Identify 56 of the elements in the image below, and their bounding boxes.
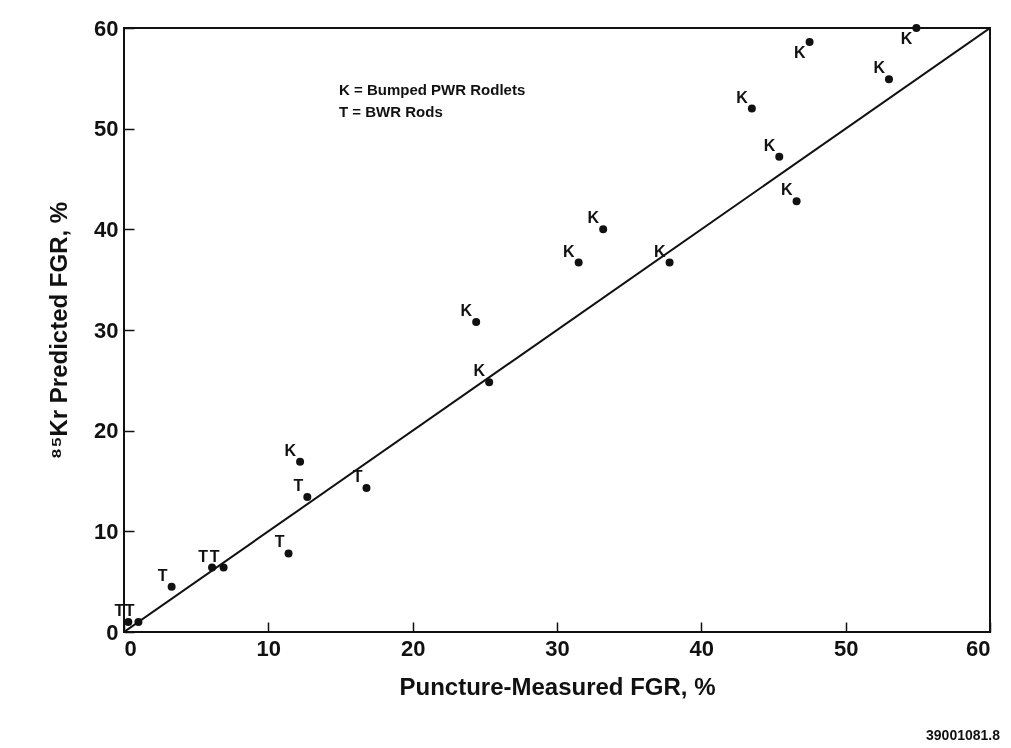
text: K bbox=[654, 242, 666, 260]
text: K bbox=[460, 301, 473, 319]
point bbox=[284, 549, 293, 558]
point bbox=[599, 225, 608, 234]
y-tick-label: 60 bbox=[94, 15, 119, 41]
text: T bbox=[274, 533, 285, 551]
point bbox=[124, 617, 133, 626]
point bbox=[303, 493, 312, 502]
y-axis-title: ⁸⁵Kr Predicted FGR, % bbox=[45, 201, 73, 460]
x-tick-label: 40 bbox=[689, 635, 715, 661]
point bbox=[167, 582, 176, 591]
annotation: T = BWR Rods bbox=[339, 103, 443, 120]
text: K bbox=[284, 441, 297, 459]
text: K bbox=[763, 136, 776, 154]
x-tick-label: 30 bbox=[545, 635, 570, 661]
text: K bbox=[563, 242, 575, 260]
annotation: K = Bumped PWR Rodlets bbox=[339, 81, 526, 98]
text: K bbox=[587, 209, 600, 227]
x-tick-label: 10 bbox=[256, 635, 282, 661]
text: T bbox=[293, 477, 304, 495]
text: K bbox=[873, 59, 885, 77]
x-tick-label: 20 bbox=[400, 635, 426, 661]
point bbox=[485, 378, 494, 387]
point bbox=[805, 38, 814, 47]
y-tick-label: 10 bbox=[94, 518, 119, 544]
y-tick-label: 40 bbox=[94, 216, 119, 242]
point bbox=[665, 258, 674, 267]
x-axis-title: Puncture-Measured FGR, % bbox=[399, 672, 716, 700]
point bbox=[912, 24, 921, 32]
x-tick-label: 50 bbox=[833, 635, 859, 661]
text: T bbox=[157, 566, 168, 584]
text: K bbox=[736, 88, 748, 106]
text: K bbox=[794, 44, 806, 62]
text: T bbox=[124, 601, 135, 619]
text: T bbox=[114, 601, 125, 619]
point bbox=[792, 197, 801, 206]
point bbox=[219, 563, 228, 572]
x-tick-label: 60 bbox=[966, 635, 991, 661]
y-tick-label: 20 bbox=[94, 418, 119, 444]
y-tick-label: 30 bbox=[94, 317, 119, 343]
x-tick-label: 0 bbox=[124, 635, 137, 661]
point bbox=[574, 258, 583, 267]
text: K bbox=[473, 362, 486, 380]
series-label: T bbox=[209, 547, 220, 565]
text: 39001081.8 bbox=[926, 727, 1001, 743]
point bbox=[775, 152, 784, 161]
text: T bbox=[198, 547, 209, 565]
y-tick-label: 50 bbox=[94, 116, 119, 142]
point bbox=[472, 317, 481, 326]
point bbox=[362, 484, 371, 493]
y-tick-label: 0 bbox=[106, 619, 119, 645]
point bbox=[296, 457, 305, 466]
point bbox=[747, 104, 756, 113]
series-label: K bbox=[900, 30, 913, 47]
text: K bbox=[781, 181, 793, 199]
point bbox=[884, 75, 893, 84]
